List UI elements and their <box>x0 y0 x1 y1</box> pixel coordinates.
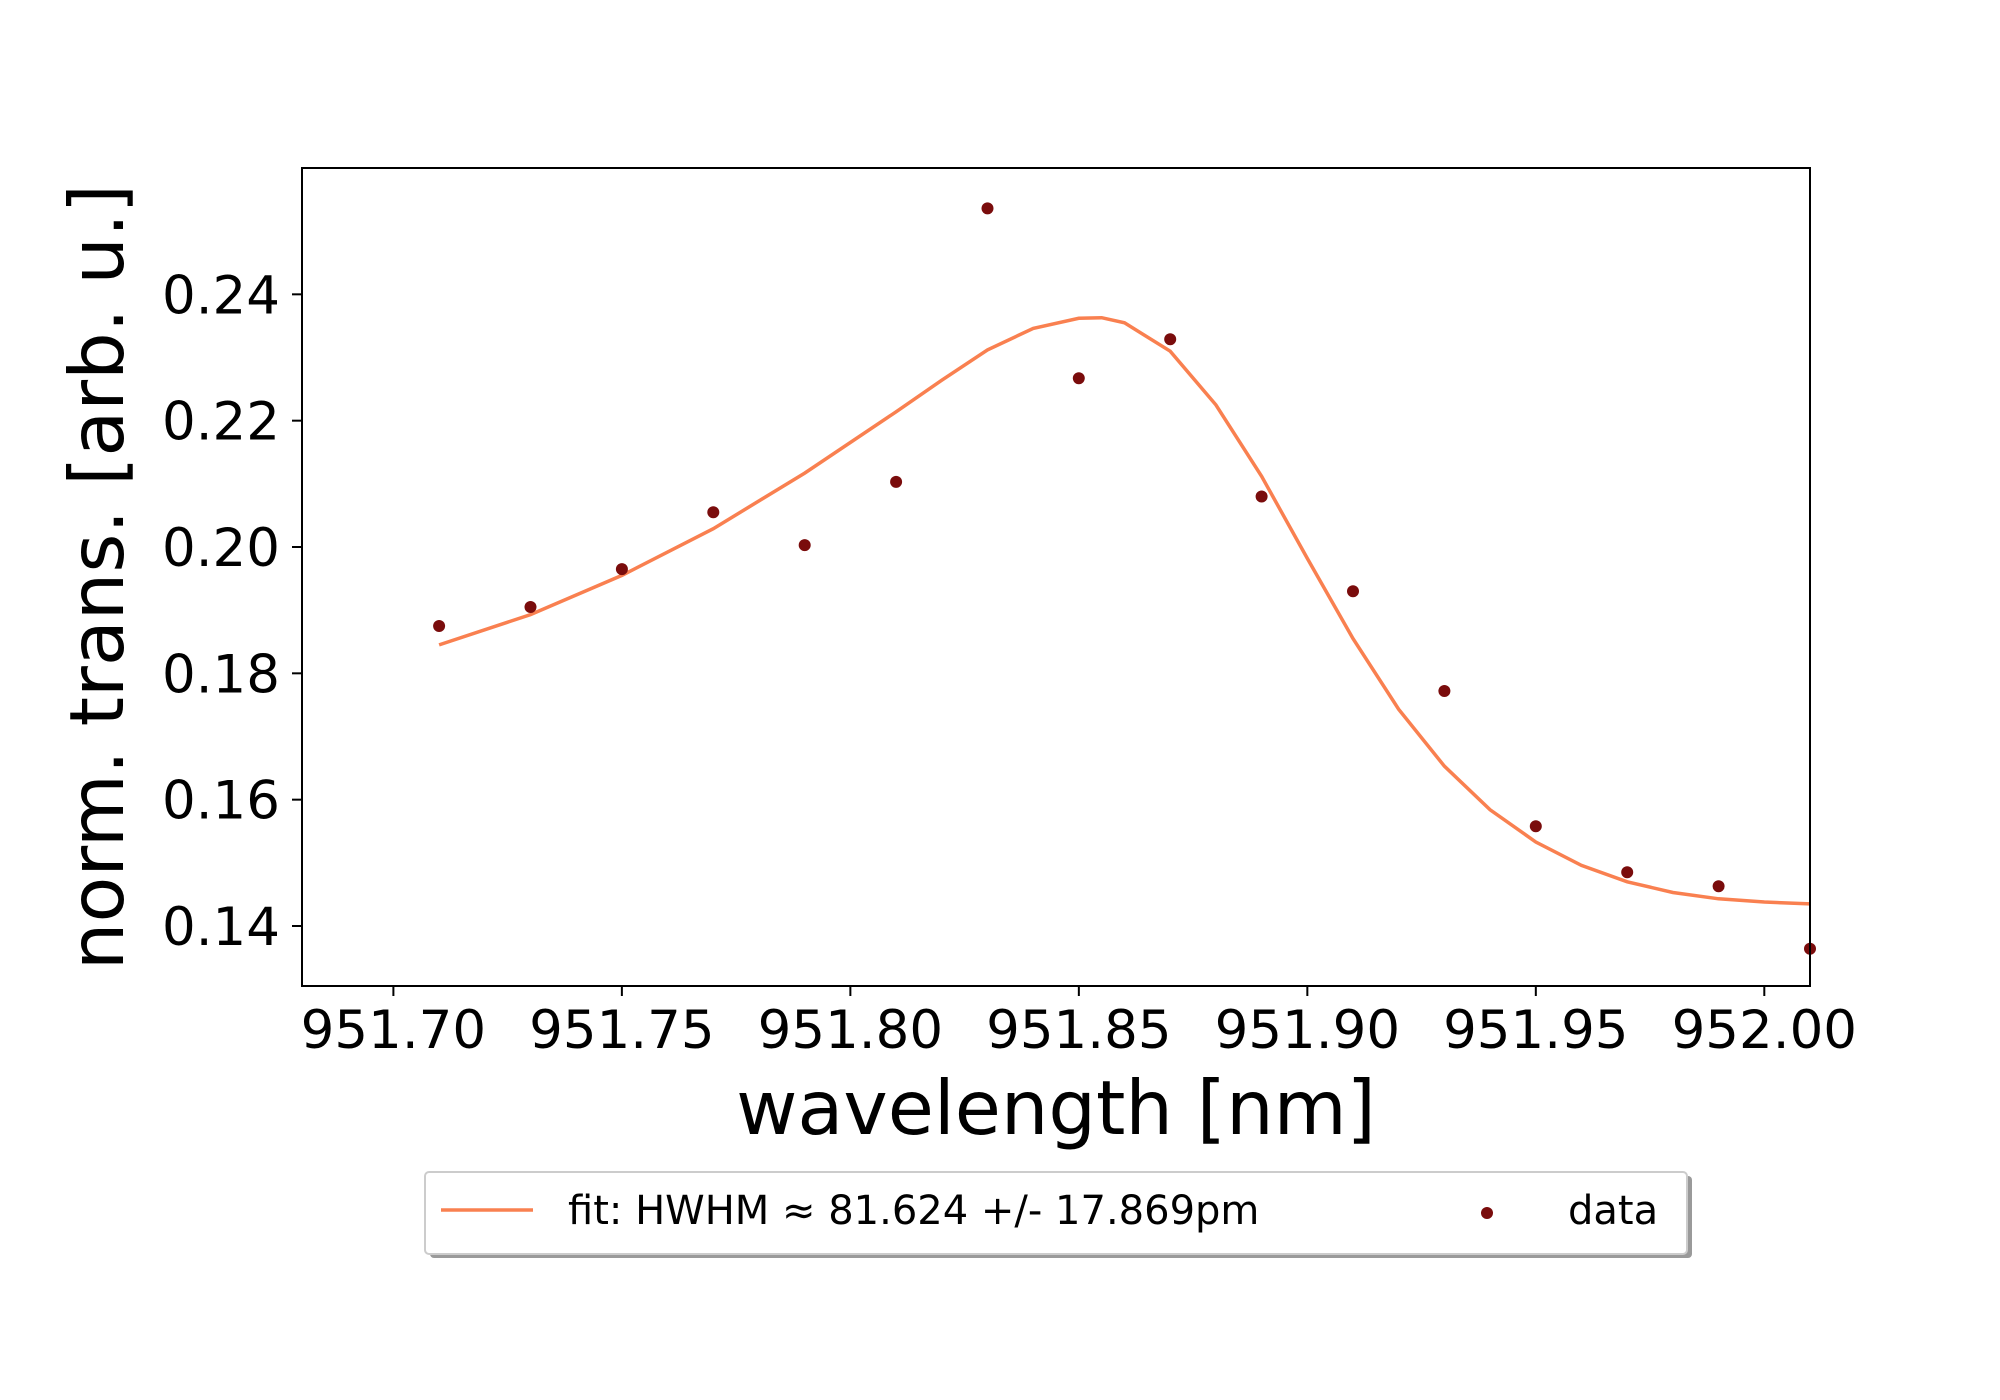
data-point <box>524 601 537 613</box>
y-tick-label: 0.22 <box>162 392 280 453</box>
plot-frame <box>301 167 1811 987</box>
x-tick-label: 951.75 <box>529 1000 714 1061</box>
y-tick-label: 0.18 <box>162 644 280 705</box>
data-point <box>1438 685 1451 697</box>
y-axis: 0.14 0.16 0.18 0.20 0.22 0.24 <box>162 265 302 958</box>
legend: fit: HWHM ≈ 81.624 +/- 17.869pm data <box>424 1171 1692 1258</box>
data-point <box>981 202 994 215</box>
legend-fit-label: fit: HWHM ≈ 81.624 +/- 17.869pm <box>568 1188 1259 1234</box>
x-tick-label: 952.00 <box>1672 1000 1857 1061</box>
data-point <box>615 563 628 576</box>
x-tick-label: 951.80 <box>758 1000 943 1061</box>
data-point <box>1072 372 1085 385</box>
y-tick-label: 0.24 <box>162 265 280 326</box>
x-tick-label: 951.95 <box>1443 1000 1628 1061</box>
legend-data-swatch <box>1481 1207 1493 1219</box>
data-point <box>798 539 811 552</box>
y-tick-label: 0.20 <box>162 518 280 579</box>
data-point <box>433 620 446 632</box>
data-point <box>1529 820 1542 833</box>
plot-area <box>433 202 1816 955</box>
data-point <box>890 475 903 488</box>
x-tick-label: 951.70 <box>301 1000 486 1061</box>
x-axis: 951.70 951.75 951.80 951.85 951.90 951.95 952.… <box>301 986 1857 1061</box>
fit-line <box>438 315 1811 906</box>
y-tick-label: 0.14 <box>162 897 280 958</box>
data-point <box>1164 333 1177 346</box>
x-tick-label: 951.85 <box>986 1000 1171 1061</box>
legend-box <box>424 1171 1688 1255</box>
x-axis-title: wavelength [nm] <box>736 1064 1376 1152</box>
data-point <box>1621 866 1634 879</box>
data-point <box>707 506 720 519</box>
x-tick-label: 951.90 <box>1215 1000 1400 1061</box>
legend-data-label: data <box>1568 1188 1658 1234</box>
y-axis-title: norm. trans. [arb. u.] <box>53 184 141 970</box>
data-point <box>1255 490 1268 503</box>
data-point <box>1712 880 1725 893</box>
y-tick-label: 0.16 <box>162 771 280 832</box>
data-point <box>1347 585 1359 598</box>
